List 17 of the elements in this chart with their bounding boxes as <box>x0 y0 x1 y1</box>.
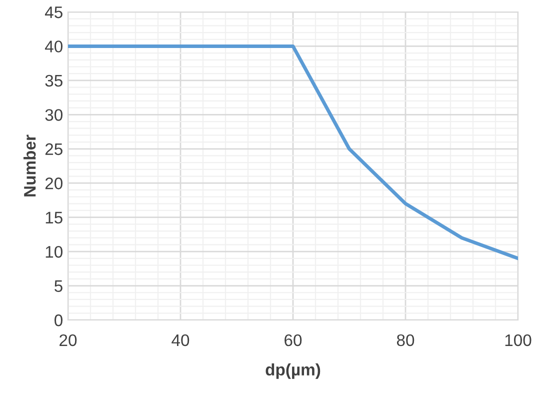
x-tick-label: 40 <box>172 334 190 346</box>
y-tick-label: 40 <box>44 40 62 52</box>
y-tick-label: 15 <box>46 212 62 224</box>
y-tick-label: 35 <box>45 74 62 87</box>
x-tick-label: 80 <box>396 334 414 346</box>
y-tick-label: 5 <box>54 280 62 292</box>
y-tick-label: 30 <box>45 109 62 121</box>
y-axis-title: Number <box>24 134 36 196</box>
x-axis-title: dp(µm) <box>266 363 320 379</box>
x-tick-label: 100 <box>505 334 532 346</box>
y-tick-label: 0 <box>54 314 62 326</box>
x-tick-label: 60 <box>284 334 302 346</box>
y-tick-label: 10 <box>46 246 62 258</box>
y-tick-label: 25 <box>45 143 62 156</box>
y-tick-label: 20 <box>45 178 62 190</box>
y-tick-label: 45 <box>44 6 62 18</box>
line-series <box>68 44 518 260</box>
